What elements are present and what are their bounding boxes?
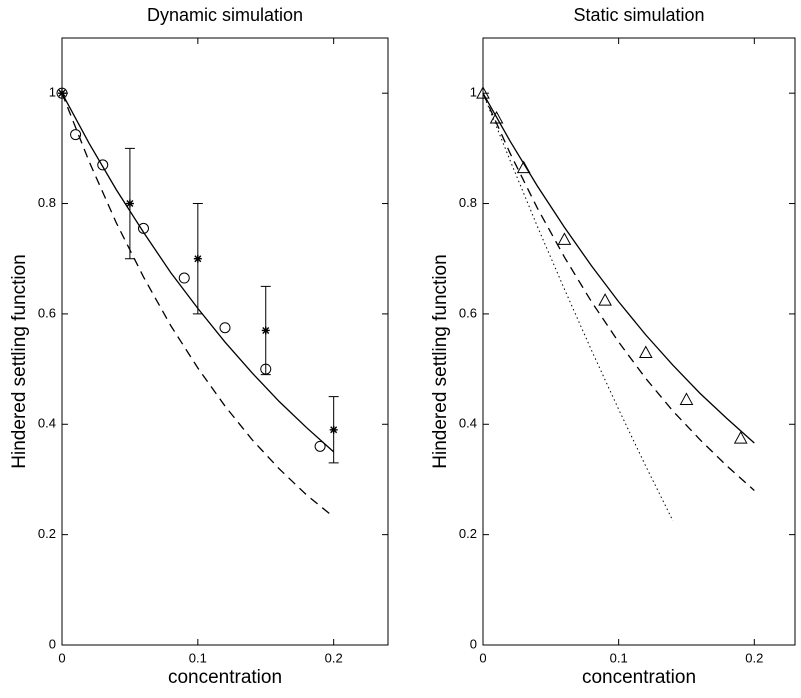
marker-triangle — [557, 232, 572, 245]
curve — [482, 92, 755, 491]
x-axis-label: concentration — [168, 667, 282, 688]
plot-frame — [482, 37, 796, 646]
marker-star — [261, 326, 270, 335]
y-tick-label: 0.4 — [459, 416, 477, 431]
x-tick-label: 0.2 — [325, 650, 343, 665]
chart-title: Static simulation — [573, 5, 704, 25]
chart-title: Dynamic simulation — [147, 5, 303, 25]
curve — [482, 92, 755, 444]
marker-star — [193, 254, 202, 263]
marker-triangle — [516, 160, 531, 174]
y-axis-label: Hindered settling function — [9, 254, 30, 468]
marker-circle — [178, 272, 190, 284]
marker-circle — [219, 322, 231, 334]
y-tick-label: 0 — [49, 636, 56, 651]
y-tick-label: 0.6 — [459, 305, 477, 320]
marker-star — [125, 199, 134, 208]
x-tick-label: 0.1 — [610, 650, 628, 665]
y-tick-label: 1 — [49, 85, 56, 100]
marker-triangle — [476, 86, 490, 99]
marker-triangle — [598, 293, 612, 306]
marker-circle — [314, 440, 326, 452]
y-tick-label: 0.8 — [38, 195, 56, 210]
marker-circle — [56, 87, 68, 99]
y-tick-label: 0.2 — [459, 526, 477, 541]
marker-triangle — [679, 392, 694, 405]
x-axis-label: concentration — [582, 667, 696, 688]
curve — [482, 92, 674, 522]
y-tick-label: 1 — [470, 85, 477, 100]
marker-circle — [70, 129, 82, 141]
marker-star — [58, 89, 66, 98]
y-axis-label: Hindered settling function — [430, 254, 451, 468]
x-tick-label: 0 — [58, 650, 65, 665]
marker-star — [329, 425, 338, 434]
curve — [61, 92, 335, 518]
marker-triangle — [733, 431, 748, 444]
y-tick-label: 0 — [470, 636, 477, 651]
plot-frame — [61, 37, 389, 646]
y-tick-label: 0.4 — [38, 416, 56, 431]
marker-triangle — [638, 345, 653, 359]
y-tick-label: 0.6 — [38, 305, 56, 320]
y-tick-label: 0.2 — [38, 526, 56, 541]
marker-circle — [138, 222, 149, 234]
marker-circle — [97, 159, 109, 171]
y-tick-label: 0.8 — [459, 195, 477, 210]
x-tick-label: 0.1 — [189, 650, 207, 665]
x-tick-label: 0 — [479, 650, 486, 665]
marker-triangle — [489, 110, 504, 124]
x-tick-label: 0.2 — [745, 650, 763, 665]
